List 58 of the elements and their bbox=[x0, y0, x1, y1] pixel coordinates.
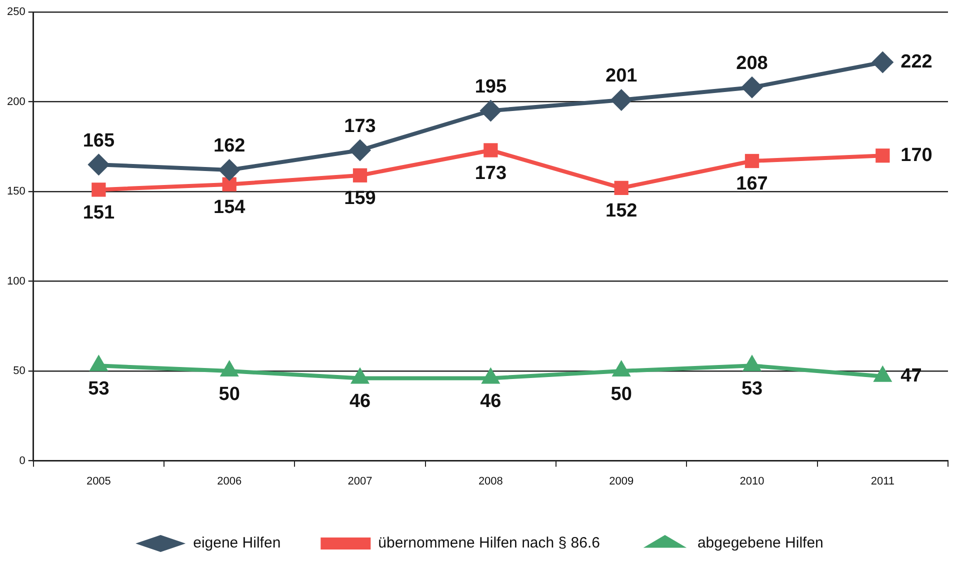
data-label: 222 bbox=[900, 52, 932, 72]
point bbox=[872, 51, 894, 74]
data-label: 165 bbox=[82, 130, 115, 152]
legend-label: eigene Hilfen bbox=[193, 534, 281, 552]
data-label: 162 bbox=[213, 136, 246, 157]
data-label: 167 bbox=[736, 174, 768, 195]
data-label: 195 bbox=[474, 76, 507, 98]
data-label: 47 bbox=[900, 366, 922, 387]
data-label: 154 bbox=[213, 197, 246, 218]
data-label: 159 bbox=[344, 188, 376, 210]
y-tick-label: 50 bbox=[13, 365, 26, 378]
point bbox=[222, 177, 236, 192]
x-tick-label: 2006 bbox=[217, 475, 242, 488]
data-label: 53 bbox=[741, 378, 763, 400]
x-tick-label: 2008 bbox=[478, 475, 503, 488]
point bbox=[349, 139, 372, 162]
point bbox=[89, 354, 108, 372]
point bbox=[350, 367, 370, 384]
point bbox=[873, 365, 892, 382]
y-tick-label: 200 bbox=[6, 96, 26, 108]
data-label: 50 bbox=[610, 384, 632, 405]
data-label: 53 bbox=[88, 378, 110, 400]
data-label: 151 bbox=[82, 202, 115, 224]
x-tick-label: 2010 bbox=[740, 475, 764, 488]
data-label: 46 bbox=[480, 390, 502, 412]
data-label: 170 bbox=[900, 144, 932, 166]
point bbox=[481, 367, 500, 384]
point bbox=[742, 354, 762, 372]
data-label: 173 bbox=[344, 116, 376, 137]
point bbox=[484, 143, 498, 158]
point bbox=[480, 100, 502, 122]
y-tick-label: 0 bbox=[19, 454, 26, 467]
data-label: 46 bbox=[349, 390, 371, 412]
x-tick-label: 2009 bbox=[609, 475, 634, 488]
data-label: 50 bbox=[218, 384, 240, 405]
point bbox=[744, 154, 760, 168]
point bbox=[92, 182, 106, 197]
point bbox=[218, 158, 240, 181]
x-tick-label: 2011 bbox=[870, 475, 894, 488]
x-tick-label: 2005 bbox=[86, 475, 111, 488]
point bbox=[610, 88, 632, 111]
point bbox=[614, 180, 628, 195]
point bbox=[876, 148, 890, 163]
data-label: 201 bbox=[605, 66, 638, 87]
point bbox=[612, 360, 631, 377]
legend-label: abgegebene Hilfen bbox=[697, 534, 824, 552]
point bbox=[88, 154, 110, 176]
y-tick-label: 250 bbox=[6, 6, 26, 18]
data-label: 173 bbox=[474, 162, 507, 184]
point bbox=[352, 168, 368, 182]
data-label: 152 bbox=[605, 200, 638, 222]
point bbox=[220, 360, 239, 377]
x-tick-label: 2007 bbox=[348, 475, 372, 488]
data-label: 208 bbox=[736, 53, 768, 74]
y-tick-label: 100 bbox=[6, 275, 26, 288]
legend-label: übernommene Hilfen nach § 86.6 bbox=[378, 534, 600, 552]
point bbox=[741, 76, 764, 98]
y-tick-label: 150 bbox=[6, 186, 26, 198]
